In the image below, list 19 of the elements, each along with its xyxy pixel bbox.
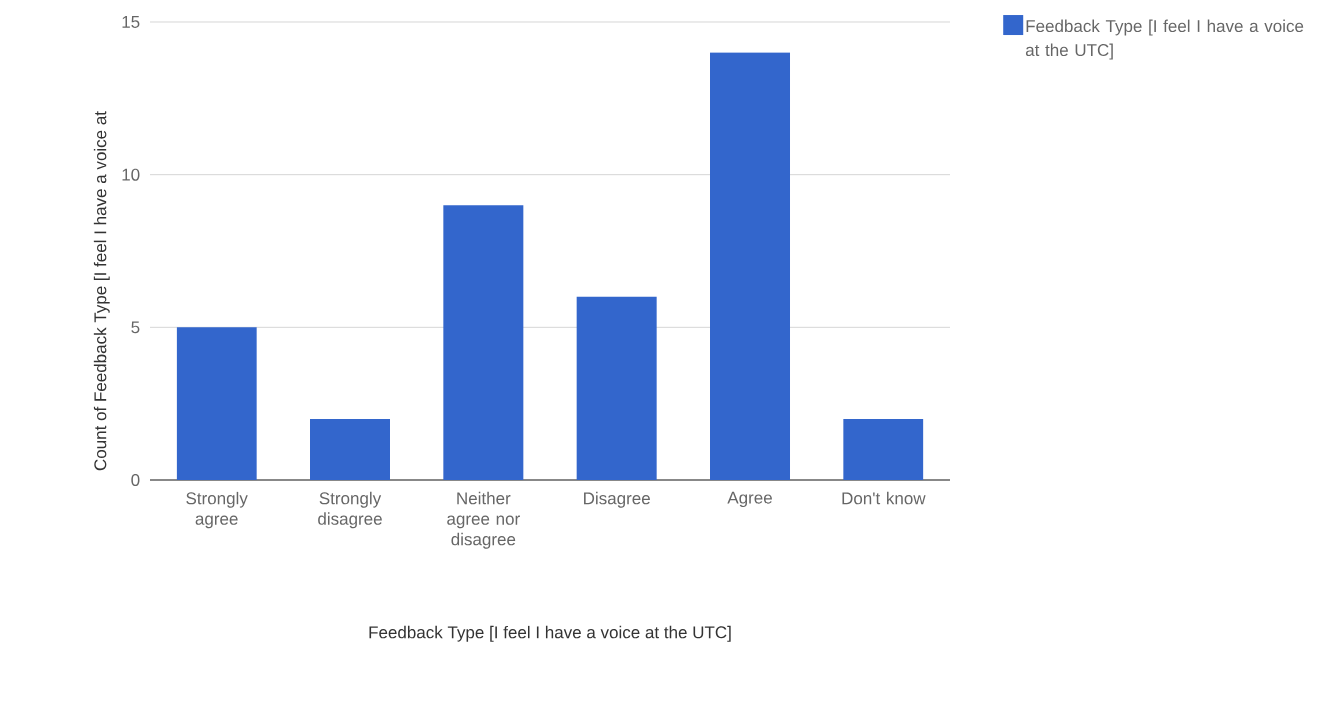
x-tick-label: Disagree [584, 491, 650, 508]
bar [443, 205, 524, 480]
x-tick-label: Agree [727, 491, 772, 508]
x-tick-label: Don't know [842, 491, 926, 505]
y-tick-label: 10 [122, 168, 140, 181]
x-tick-label: Neither agree nor disagree [447, 491, 520, 549]
x-axis-title: Feedback Type [I feel I have a voice at the UTC] [369, 625, 731, 642]
x-tick-label: Strongly agree [186, 491, 248, 529]
y-axis-title: Count of Feedback Type [I feel I have a voice at [93, 111, 110, 471]
bar [310, 418, 390, 480]
y-tick-label: 5 [131, 321, 140, 334]
y-tick-label: 0 [131, 473, 140, 487]
bar [710, 52, 791, 480]
y-tick-label: 15 [122, 16, 140, 28]
legend-label: Feedback Type [I feel I have a voice at the UTC] [1025, 19, 1304, 60]
bar [576, 296, 657, 480]
bar [843, 418, 924, 480]
x-tick-label: Strongly disagree [318, 491, 382, 529]
bar [176, 327, 257, 480]
